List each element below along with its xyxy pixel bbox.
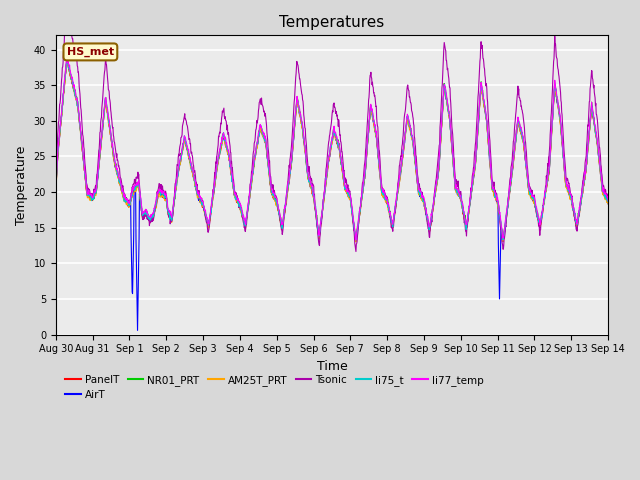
NR01_PRT	[162, 194, 170, 200]
li77_temp	[491, 189, 499, 194]
Tsonic	[162, 188, 170, 194]
AirT	[162, 196, 170, 202]
AirT	[52, 188, 60, 193]
li75_t	[419, 194, 426, 200]
AM25T_PRT	[491, 192, 499, 197]
Tsonic	[491, 188, 499, 193]
PanelT	[540, 204, 547, 209]
AirT	[175, 164, 183, 169]
AM25T_PRT	[175, 166, 183, 172]
PanelT	[491, 192, 499, 197]
Line: AirT: AirT	[56, 60, 608, 330]
NR01_PRT	[604, 198, 612, 204]
AM25T_PRT	[237, 210, 244, 216]
Tsonic	[604, 197, 612, 203]
AirT	[604, 201, 612, 207]
AM25T_PRT	[540, 205, 547, 211]
AirT	[419, 197, 426, 203]
Tsonic	[352, 249, 360, 254]
li77_temp	[237, 202, 244, 208]
li77_temp	[419, 192, 426, 198]
li75_t	[352, 237, 360, 243]
li75_t	[237, 207, 244, 213]
AirT	[134, 327, 141, 333]
Tsonic	[237, 206, 244, 212]
AM25T_PRT	[352, 239, 360, 245]
Tsonic	[175, 153, 183, 159]
NR01_PRT	[540, 204, 547, 209]
li75_t	[63, 57, 71, 63]
NR01_PRT	[63, 55, 71, 61]
li77_temp	[604, 198, 612, 204]
NR01_PRT	[52, 186, 60, 192]
Tsonic	[52, 181, 60, 187]
li77_temp	[352, 237, 360, 243]
PanelT	[63, 58, 71, 64]
Tsonic	[419, 192, 426, 198]
Title: Temperatures: Temperatures	[279, 15, 385, 30]
NR01_PRT	[490, 189, 498, 194]
X-axis label: Time: Time	[317, 360, 348, 373]
Y-axis label: Temperature: Temperature	[15, 145, 28, 225]
PanelT	[419, 195, 426, 201]
Text: HS_met: HS_met	[67, 47, 114, 57]
NR01_PRT	[418, 194, 426, 200]
Tsonic	[63, 3, 71, 9]
AirT	[63, 57, 71, 63]
li77_temp	[175, 162, 183, 168]
Line: PanelT: PanelT	[56, 61, 608, 241]
PanelT	[604, 199, 612, 205]
AirT	[540, 204, 547, 210]
AM25T_PRT	[52, 192, 60, 198]
Line: AM25T_PRT: AM25T_PRT	[56, 60, 608, 242]
li75_t	[175, 164, 183, 170]
PanelT	[352, 238, 360, 244]
PanelT	[162, 196, 170, 202]
PanelT	[52, 189, 60, 194]
li77_temp	[52, 186, 60, 192]
PanelT	[237, 209, 244, 215]
li77_temp	[162, 192, 170, 198]
AM25T_PRT	[63, 57, 71, 63]
Line: li75_t: li75_t	[56, 60, 608, 240]
li75_t	[604, 197, 612, 203]
NR01_PRT	[175, 163, 183, 168]
li75_t	[540, 204, 547, 210]
Line: Tsonic: Tsonic	[56, 6, 608, 252]
AM25T_PRT	[162, 197, 170, 203]
Line: NR01_PRT: NR01_PRT	[56, 58, 608, 240]
NR01_PRT	[499, 237, 507, 242]
NR01_PRT	[237, 206, 244, 212]
li75_t	[52, 188, 60, 193]
Legend: PanelT, AirT, NR01_PRT, AM25T_PRT, Tsonic, li75_t, li77_temp: PanelT, AirT, NR01_PRT, AM25T_PRT, Tsoni…	[61, 371, 488, 404]
AirT	[491, 192, 499, 197]
Line: li77_temp: li77_temp	[56, 57, 608, 240]
AirT	[237, 208, 245, 214]
li75_t	[491, 192, 499, 197]
Tsonic	[540, 203, 547, 208]
li77_temp	[63, 54, 71, 60]
AM25T_PRT	[419, 198, 426, 204]
li75_t	[162, 195, 170, 201]
PanelT	[175, 165, 183, 171]
li77_temp	[540, 203, 547, 208]
AM25T_PRT	[604, 201, 612, 207]
